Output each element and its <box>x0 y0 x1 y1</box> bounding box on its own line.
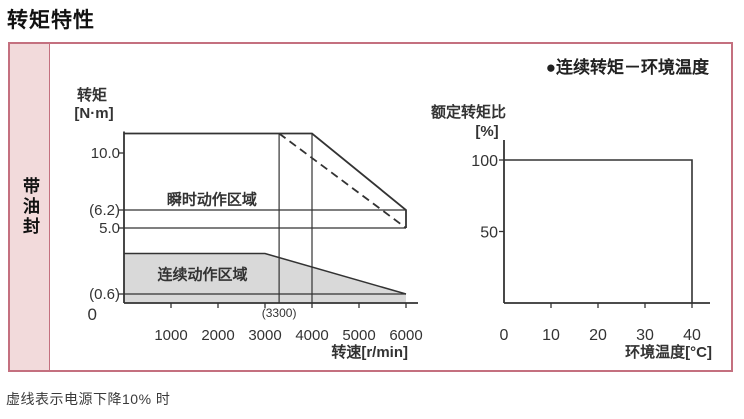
x-annotation-3300: (3300) <box>262 306 297 320</box>
y-tick-label: 100 <box>471 153 498 170</box>
x-axis-title: 环境温度[°C] <box>625 343 712 361</box>
x-axis-title: 转速[r/min] <box>331 343 408 361</box>
y-tick-label: 10.0 <box>91 145 120 162</box>
x-tick-label: 40 <box>683 327 701 344</box>
y-axis-title-line2: [%] <box>475 123 498 140</box>
page-title: 转矩特性 <box>7 9 95 32</box>
x-tick-label: 1000 <box>154 327 187 344</box>
continuous-region-label: 连续动作区域 <box>157 266 247 284</box>
y-tick-label: (0.6) <box>89 286 120 303</box>
temp-chart-title: ●连续转矩－环境温度 <box>546 57 710 77</box>
y-tick-label: 5.0 <box>99 220 120 237</box>
row-header-oil-seal: 带油封 <box>10 44 50 370</box>
x-origin-label: 0 <box>88 305 97 324</box>
instantaneous-region-label: 瞬时动作区域 <box>167 191 257 209</box>
x-tick-label: 0 <box>500 327 509 344</box>
x-tick-label: 4000 <box>295 327 328 344</box>
x-tick-label: 20 <box>589 327 607 344</box>
rated-torque-ratio-line <box>504 159 693 303</box>
torque-spec-table: 带油封 1000 2000 3000 4000 5000 6000 0 (3300) 10.0(… <box>8 42 733 372</box>
continuous-boundary-line <box>124 252 407 295</box>
peak-boundary-line <box>124 132 407 228</box>
x-tick-label: 5000 <box>342 327 375 344</box>
x-tick-label: 30 <box>636 327 654 344</box>
power-drop-dashed-line <box>278 132 407 229</box>
y-axis-title-line1: 转矩 <box>77 86 107 104</box>
row-header-label: 带油封 <box>20 177 39 237</box>
charts-cell: 1000 2000 3000 4000 5000 6000 0 (3300) 10.0 (6.2)… <box>50 44 731 370</box>
y-tick-label: 50 <box>480 225 498 242</box>
y-axis-title-line1: 额定转矩比 <box>431 103 506 121</box>
x-tick-label: 3000 <box>248 327 281 344</box>
x-tick-label: 10 <box>542 327 560 344</box>
y-tick-label: (6.2) <box>89 202 120 219</box>
x-tick-label: 6000 <box>389 327 422 344</box>
x-tick-label: 2000 <box>201 327 234 344</box>
dashed-line-footnote: 虚线表示电源下降10% 时 <box>6 391 171 407</box>
continuous-region-fill <box>124 253 406 303</box>
y-axis-title-line2: [N·m] <box>74 105 113 122</box>
